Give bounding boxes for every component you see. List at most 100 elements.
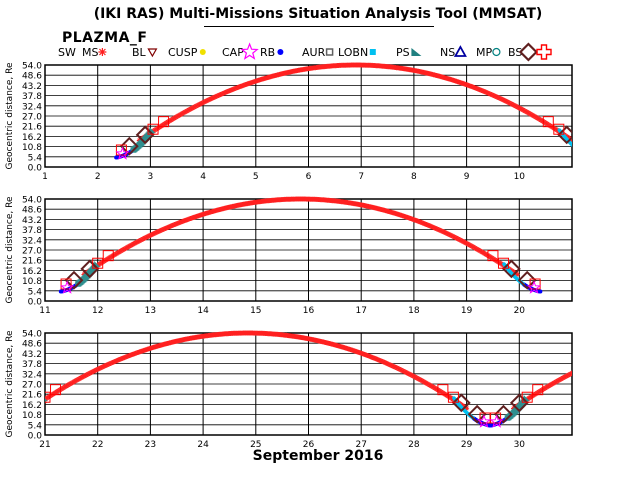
- y-tick-label: 21.6: [22, 391, 42, 401]
- x-tick-label: 11: [39, 306, 50, 316]
- panel-2: 0.05.410.816.221.627.032.437.843.248.654…: [5, 196, 573, 316]
- panel-1: 0.05.410.816.221.627.032.437.843.248.654…: [5, 62, 573, 182]
- y-tick-label: 43.2: [22, 216, 42, 226]
- y-tick-label: 10.8: [22, 143, 42, 153]
- x-tick-label: 13: [145, 306, 156, 316]
- orbit-series: [45, 330, 572, 428]
- x-tick-label: 14: [197, 306, 209, 316]
- ms-trail: [45, 330, 470, 411]
- x-tick-label: 26: [303, 440, 315, 448]
- x-tick-label: 7: [358, 172, 364, 182]
- y-axis-title: Geocentric distance, Re: [5, 196, 15, 303]
- x-tick-label: 24: [197, 440, 209, 448]
- legend-label-bl: BL: [132, 46, 147, 59]
- x-tick-label: 28: [408, 440, 420, 448]
- legend-symbol-ns: [453, 45, 467, 57]
- legend-symbol-cusp: [199, 49, 206, 55]
- y-tick-label: 54.0: [22, 196, 42, 206]
- orbit-series: [114, 62, 572, 160]
- x-tick-label: 27: [355, 440, 366, 448]
- legend-label-sw: SW: [58, 46, 76, 59]
- y-tick-label: 37.8: [22, 92, 42, 102]
- x-tick-label: 3: [148, 172, 154, 182]
- legend-label-rb: RB: [260, 46, 275, 59]
- legend-symbol-cap: [240, 42, 259, 60]
- y-tick-label: 21.6: [22, 257, 42, 267]
- y-tick-label: 10.8: [22, 411, 42, 421]
- y-tick-label: 27.0: [22, 381, 42, 391]
- y-tick-label: 32.4: [22, 370, 42, 380]
- legend-symbol-aur: [325, 48, 334, 56]
- y-tick-label: 43.2: [22, 82, 42, 92]
- legend-symbol-ms: [98, 48, 107, 56]
- legend-symbol-lobn: [369, 49, 376, 55]
- x-tick-label: 15: [250, 306, 261, 316]
- legend: SW MS BL CUSP CAP RB AUR LOBN PS NS MP BS: [58, 42, 552, 62]
- x-tick-label: 2: [95, 172, 101, 182]
- legend-symbol-bs: [518, 42, 538, 62]
- y-axis-title: Geocentric distance, Re: [5, 62, 15, 169]
- legend-label-ps: PS: [396, 46, 410, 59]
- x-tick-label: 16: [303, 306, 315, 316]
- y-tick-label: 54.0: [22, 330, 42, 340]
- x-tick-label: 12: [92, 306, 103, 316]
- legend-symbol-bl: [147, 48, 158, 58]
- x-tick-label: 4: [200, 172, 206, 182]
- legend-label-aur: AUR: [302, 46, 326, 59]
- legend-label-ms: MS: [82, 46, 98, 59]
- legend-symbol-rb: [277, 49, 284, 55]
- legend-label-cap: CAP: [222, 46, 244, 59]
- x-tick-label: 25: [250, 440, 261, 448]
- y-tick-label: 27.0: [22, 113, 42, 123]
- y-tick-label: 0.0: [28, 298, 43, 308]
- y-tick-label: 48.6: [22, 72, 42, 82]
- x-tick-label: 6: [306, 172, 312, 182]
- y-tick-label: 5.4: [28, 421, 43, 431]
- legend-symbol-cross: [536, 44, 552, 60]
- x-tick-label: 21: [39, 440, 50, 448]
- plot-frame: [44, 332, 573, 436]
- chart-title: (IKI RAS) Multi-Missions Situation Analy…: [93, 6, 543, 22]
- x-tick-label: 29: [461, 440, 473, 448]
- legend-label-lobn: LOBN: [338, 46, 368, 59]
- y-tick-label: 21.6: [22, 123, 42, 133]
- x-tick-label: 30: [514, 440, 526, 448]
- y-tick-label: 5.4: [28, 287, 43, 297]
- y-tick-label: 16.2: [22, 133, 42, 143]
- plot-frame: [44, 64, 573, 168]
- panel-3: 0.05.410.816.221.627.032.437.843.248.654…: [5, 330, 573, 448]
- ms-trail: [136, 62, 572, 143]
- y-tick-label: 10.8: [22, 277, 42, 287]
- x-tick-label: 17: [355, 306, 366, 316]
- y-tick-label: 27.0: [22, 247, 42, 257]
- y-tick-label: 37.8: [22, 360, 42, 370]
- legend-symbol-ps: [411, 48, 422, 56]
- legend-label-bs: BS: [508, 46, 522, 59]
- x-tick-label: 8: [411, 172, 417, 182]
- y-tick-label: 54.0: [22, 62, 42, 72]
- y-tick-label: 43.2: [22, 350, 42, 360]
- y-axis-title: Geocentric distance, Re: [5, 330, 15, 437]
- x-tick-label: 20: [514, 306, 526, 316]
- x-tick-label: 23: [145, 440, 156, 448]
- x-tick-label: 1: [42, 172, 48, 182]
- y-tick-label: 48.6: [22, 206, 42, 216]
- legend-label-cusp: CUSP: [168, 46, 198, 59]
- x-axis-title: September 2016: [252, 448, 384, 464]
- legend-symbol-mp: [492, 47, 501, 57]
- satellite-name: PLAZMA_F: [62, 30, 148, 46]
- y-tick-label: 5.4: [28, 153, 43, 163]
- x-tick-label: 10: [514, 172, 526, 182]
- x-tick-label: 5: [253, 172, 259, 182]
- legend-label-ns: NS: [440, 46, 455, 59]
- x-tick-label: 19: [461, 306, 473, 316]
- x-tick-label: 18: [408, 306, 420, 316]
- y-tick-label: 16.2: [22, 401, 42, 411]
- plot-area: 0.05.410.816.221.627.032.437.843.248.654…: [5, 62, 573, 448]
- y-tick-label: 37.8: [22, 226, 42, 236]
- x-tick-label: 9: [464, 172, 470, 182]
- y-tick-label: 48.6: [22, 340, 42, 350]
- x-tick-label: 22: [92, 440, 103, 448]
- title-underline: [204, 26, 434, 27]
- orbit-series: [58, 196, 543, 294]
